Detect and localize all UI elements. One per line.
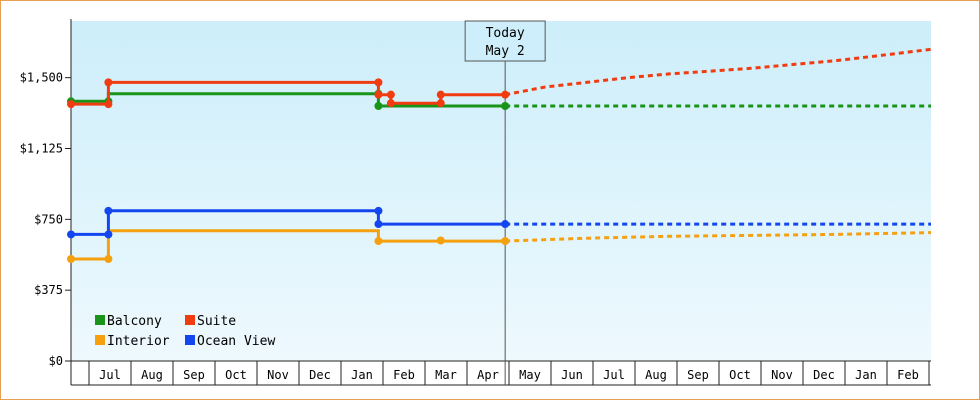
data-point-balcony[interactable] (501, 102, 510, 110)
data-point-interior[interactable] (374, 237, 383, 246)
series-line-interior (71, 229, 506, 261)
y-tick-label: $750 (34, 212, 63, 226)
x-tick-label: Jul (99, 368, 121, 382)
x-tick-label: Nov (771, 368, 793, 382)
data-point-suite[interactable] (386, 99, 395, 108)
y-tick-label: $1,125 (20, 142, 63, 156)
y-tick-label: $375 (34, 283, 63, 297)
x-tick-label: Dec (813, 368, 835, 382)
x-tick-label: Apr (477, 368, 499, 382)
x-tick-label: Feb (393, 368, 415, 382)
data-point-interior[interactable] (104, 255, 113, 263)
x-tick-label: Jan (351, 368, 373, 382)
data-point-ocean-view[interactable] (374, 206, 383, 215)
x-tick-label: Feb (897, 368, 919, 382)
data-point-ocean-view[interactable] (104, 206, 113, 215)
x-tick-label: Sep (183, 368, 205, 382)
x-tick-label: Nov (267, 368, 289, 382)
data-point-suite[interactable] (374, 78, 383, 87)
series-line-balcony (71, 92, 506, 108)
series-line-suite (71, 80, 506, 106)
plot-area (71, 21, 931, 361)
data-point-balcony[interactable] (374, 102, 383, 110)
x-tick-label: Jan (855, 368, 877, 382)
legend-swatch (185, 315, 195, 325)
today-date-label: May 2 (486, 44, 525, 59)
data-point-suite[interactable] (386, 90, 395, 99)
legend-label: Suite (197, 314, 236, 329)
legend-swatch (185, 335, 195, 345)
data-point-interior[interactable] (501, 237, 510, 246)
x-tick-label: Aug (141, 368, 163, 382)
series-line-ocean-view (71, 209, 506, 236)
x-tick-label: Jul (603, 368, 625, 382)
data-point-suite[interactable] (501, 90, 510, 99)
data-point-ocean-view[interactable] (501, 220, 510, 229)
data-point-suite[interactable] (436, 90, 445, 99)
data-point-suite[interactable] (104, 78, 113, 87)
legend-swatch (95, 315, 105, 325)
x-tick-label: Sep (687, 368, 709, 382)
legend-label: Ocean View (197, 334, 275, 349)
x-tick-label: Jun (561, 368, 583, 382)
data-point-suite[interactable] (436, 99, 445, 108)
x-tick-label: Oct (225, 368, 247, 382)
data-point-ocean-view[interactable] (374, 220, 383, 229)
data-point-suite[interactable] (104, 100, 113, 109)
x-tick-label: Aug (645, 368, 667, 382)
series-forecast-suite (504, 47, 932, 97)
data-point-suite[interactable] (374, 90, 383, 99)
data-point-interior[interactable] (436, 236, 445, 245)
data-point-interior[interactable] (67, 255, 75, 263)
x-axis: Jul Aug Sep Oct Nov Dec Jan Feb Mar Apr May Jun Jul A… (71, 360, 931, 386)
x-tick-label: Mar (435, 368, 457, 382)
today-label: Today (486, 26, 525, 41)
y-tick-label: $0 (49, 354, 63, 368)
legend-label: Balcony (107, 314, 162, 329)
y-tick-label: $1,500 (20, 71, 63, 85)
y-axis: $0 $375 $750 $1,125 $1,500 (20, 19, 72, 385)
legend-label: Interior (107, 334, 170, 349)
data-point-suite[interactable] (67, 100, 75, 109)
legend: Balcony Suite Interior Ocean View (95, 314, 275, 349)
x-tick-label: May (519, 368, 541, 382)
data-point-ocean-view[interactable] (104, 230, 113, 239)
series-layer (67, 47, 932, 263)
series-forecast-interior (505, 231, 932, 243)
today-box (464, 20, 546, 62)
data-point-ocean-view[interactable] (67, 230, 75, 239)
x-tick-label: Dec (309, 368, 331, 382)
x-tick-label: Oct (729, 368, 751, 382)
legend-swatch (95, 335, 105, 345)
